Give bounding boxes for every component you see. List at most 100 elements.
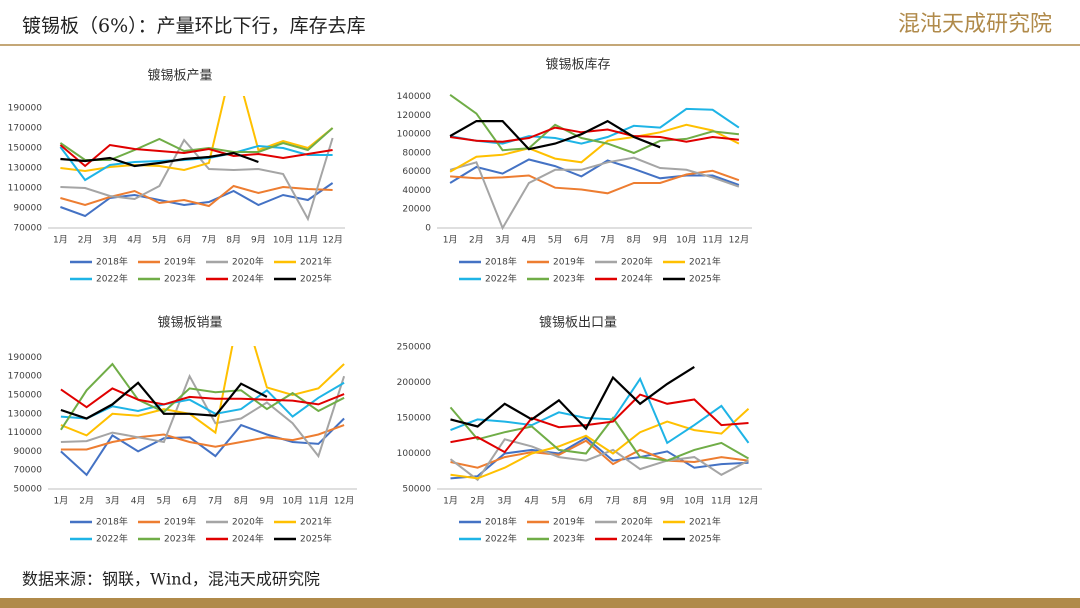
series-line (450, 393, 749, 454)
chart-title: 镀锡板出口量 (539, 315, 617, 331)
y-tick-label: 50000 (13, 485, 42, 495)
y-tick-label: 150000 (397, 414, 432, 424)
x-tick-label: 7月 (606, 496, 621, 507)
x-tick-label: 5月 (152, 235, 167, 246)
x-tick-label: 8月 (226, 235, 241, 246)
x-tick-label: 9月 (260, 496, 275, 507)
series-line (60, 151, 259, 168)
x-tick-label: 11月 (308, 496, 328, 507)
series-line (60, 424, 345, 451)
legend-label: 2023年 (164, 533, 196, 545)
y-tick-label: 70000 (13, 466, 42, 476)
footer-bar (0, 598, 1080, 608)
x-tick-label: 1月 (53, 235, 68, 246)
legend-label: 2019年 (553, 516, 585, 528)
x-tick-label: 11月 (702, 235, 722, 246)
x-tick-label: 7月 (202, 235, 217, 246)
y-tick-label: 90000 (13, 447, 42, 457)
series-line (60, 417, 345, 477)
chart-title: 镀锡板销量 (157, 315, 222, 331)
legend-label: 2020年 (232, 516, 264, 528)
y-tick-label: 20000 (402, 205, 431, 215)
series-line (449, 93, 740, 155)
y-tick-label: 70000 (13, 224, 42, 234)
x-tick-label: 8月 (633, 496, 648, 507)
x-tick-label: 11月 (711, 496, 731, 507)
x-tick-label: 6月 (177, 235, 192, 246)
chart-title: 镀锡板产量 (147, 68, 212, 84)
chart-title: 镀锡板库存 (545, 57, 610, 73)
x-tick-label: 2月 (470, 496, 485, 507)
legend-label: 2021年 (689, 516, 721, 528)
y-tick-label: 100000 (397, 449, 432, 459)
x-tick-label: 10月 (282, 496, 302, 507)
y-tick-label: 200000 (397, 378, 432, 388)
y-tick-label: 60000 (402, 167, 431, 177)
series-line (449, 126, 740, 143)
legend-label: 2022年 (96, 273, 128, 285)
legend-label: 2019年 (553, 256, 585, 268)
x-tick-label: 4月 (524, 496, 539, 507)
legend-label: 2020年 (621, 256, 653, 268)
legend-label: 2020年 (232, 256, 264, 268)
x-tick-label: 10月 (684, 496, 704, 507)
x-tick-label: 8月 (627, 235, 642, 246)
y-tick-label: 50000 (402, 485, 431, 495)
legend-label: 2025年 (300, 533, 332, 545)
y-tick-label: 120000 (397, 111, 432, 121)
legend-label: 2021年 (300, 516, 332, 528)
series-line (60, 373, 346, 459)
x-tick-label: 5月 (552, 496, 567, 507)
y-tick-label: 170000 (8, 124, 43, 134)
x-tick-label: 1月 (443, 235, 458, 246)
legend-label: 2021年 (300, 256, 332, 268)
x-tick-label: 6月 (574, 235, 589, 246)
y-tick-label: 170000 (8, 372, 43, 382)
y-tick-label: 130000 (8, 409, 43, 419)
x-tick-label: 3月 (105, 496, 120, 507)
legend-label: 2025年 (300, 273, 332, 285)
x-tick-label: 4月 (131, 496, 146, 507)
y-tick-label: 140000 (397, 92, 432, 102)
series-line (450, 408, 750, 480)
x-tick-label: 1月 (54, 496, 69, 507)
legend-label: 2025年 (689, 273, 721, 285)
x-tick-label: 5月 (157, 496, 172, 507)
legend-label: 2022年 (485, 533, 517, 545)
legend-label: 2018年 (96, 516, 128, 528)
series-line (449, 119, 661, 151)
legend-label: 2019年 (164, 516, 196, 528)
y-tick-label: 130000 (8, 164, 43, 174)
legend-label: 2024年 (232, 273, 264, 285)
legend-label: 2025年 (689, 533, 721, 545)
series-line (449, 158, 740, 186)
series-line (449, 438, 749, 482)
x-tick-label: 3月 (103, 235, 118, 246)
y-tick-label: 110000 (8, 428, 43, 438)
x-tick-label: 12月 (334, 496, 354, 507)
y-tick-label: 110000 (8, 184, 43, 194)
x-tick-label: 2月 (469, 235, 484, 246)
series-line (60, 346, 345, 437)
source: 数据来源：钢联，Wind，混沌天成研究院 (22, 570, 320, 589)
series-line (450, 376, 750, 445)
legend-label: 2018年 (485, 256, 517, 268)
series-line (450, 436, 749, 480)
legend-label: 2022年 (485, 273, 517, 285)
series-line (60, 137, 334, 222)
x-tick-label: 11月 (298, 235, 318, 246)
series-line (60, 387, 345, 409)
series-line (60, 184, 333, 208)
series-line (449, 406, 749, 462)
x-tick-label: 2月 (79, 496, 94, 507)
legend-label: 2023年 (553, 273, 585, 285)
y-tick-label: 0 (425, 224, 431, 234)
x-tick-label: 7月 (600, 235, 615, 246)
legend-label: 2024年 (232, 533, 264, 545)
x-tick-label: 5月 (548, 235, 563, 246)
x-tick-label: 8月 (234, 496, 249, 507)
x-tick-label: 1月 (443, 496, 458, 507)
x-tick-label: 10月 (676, 235, 696, 246)
